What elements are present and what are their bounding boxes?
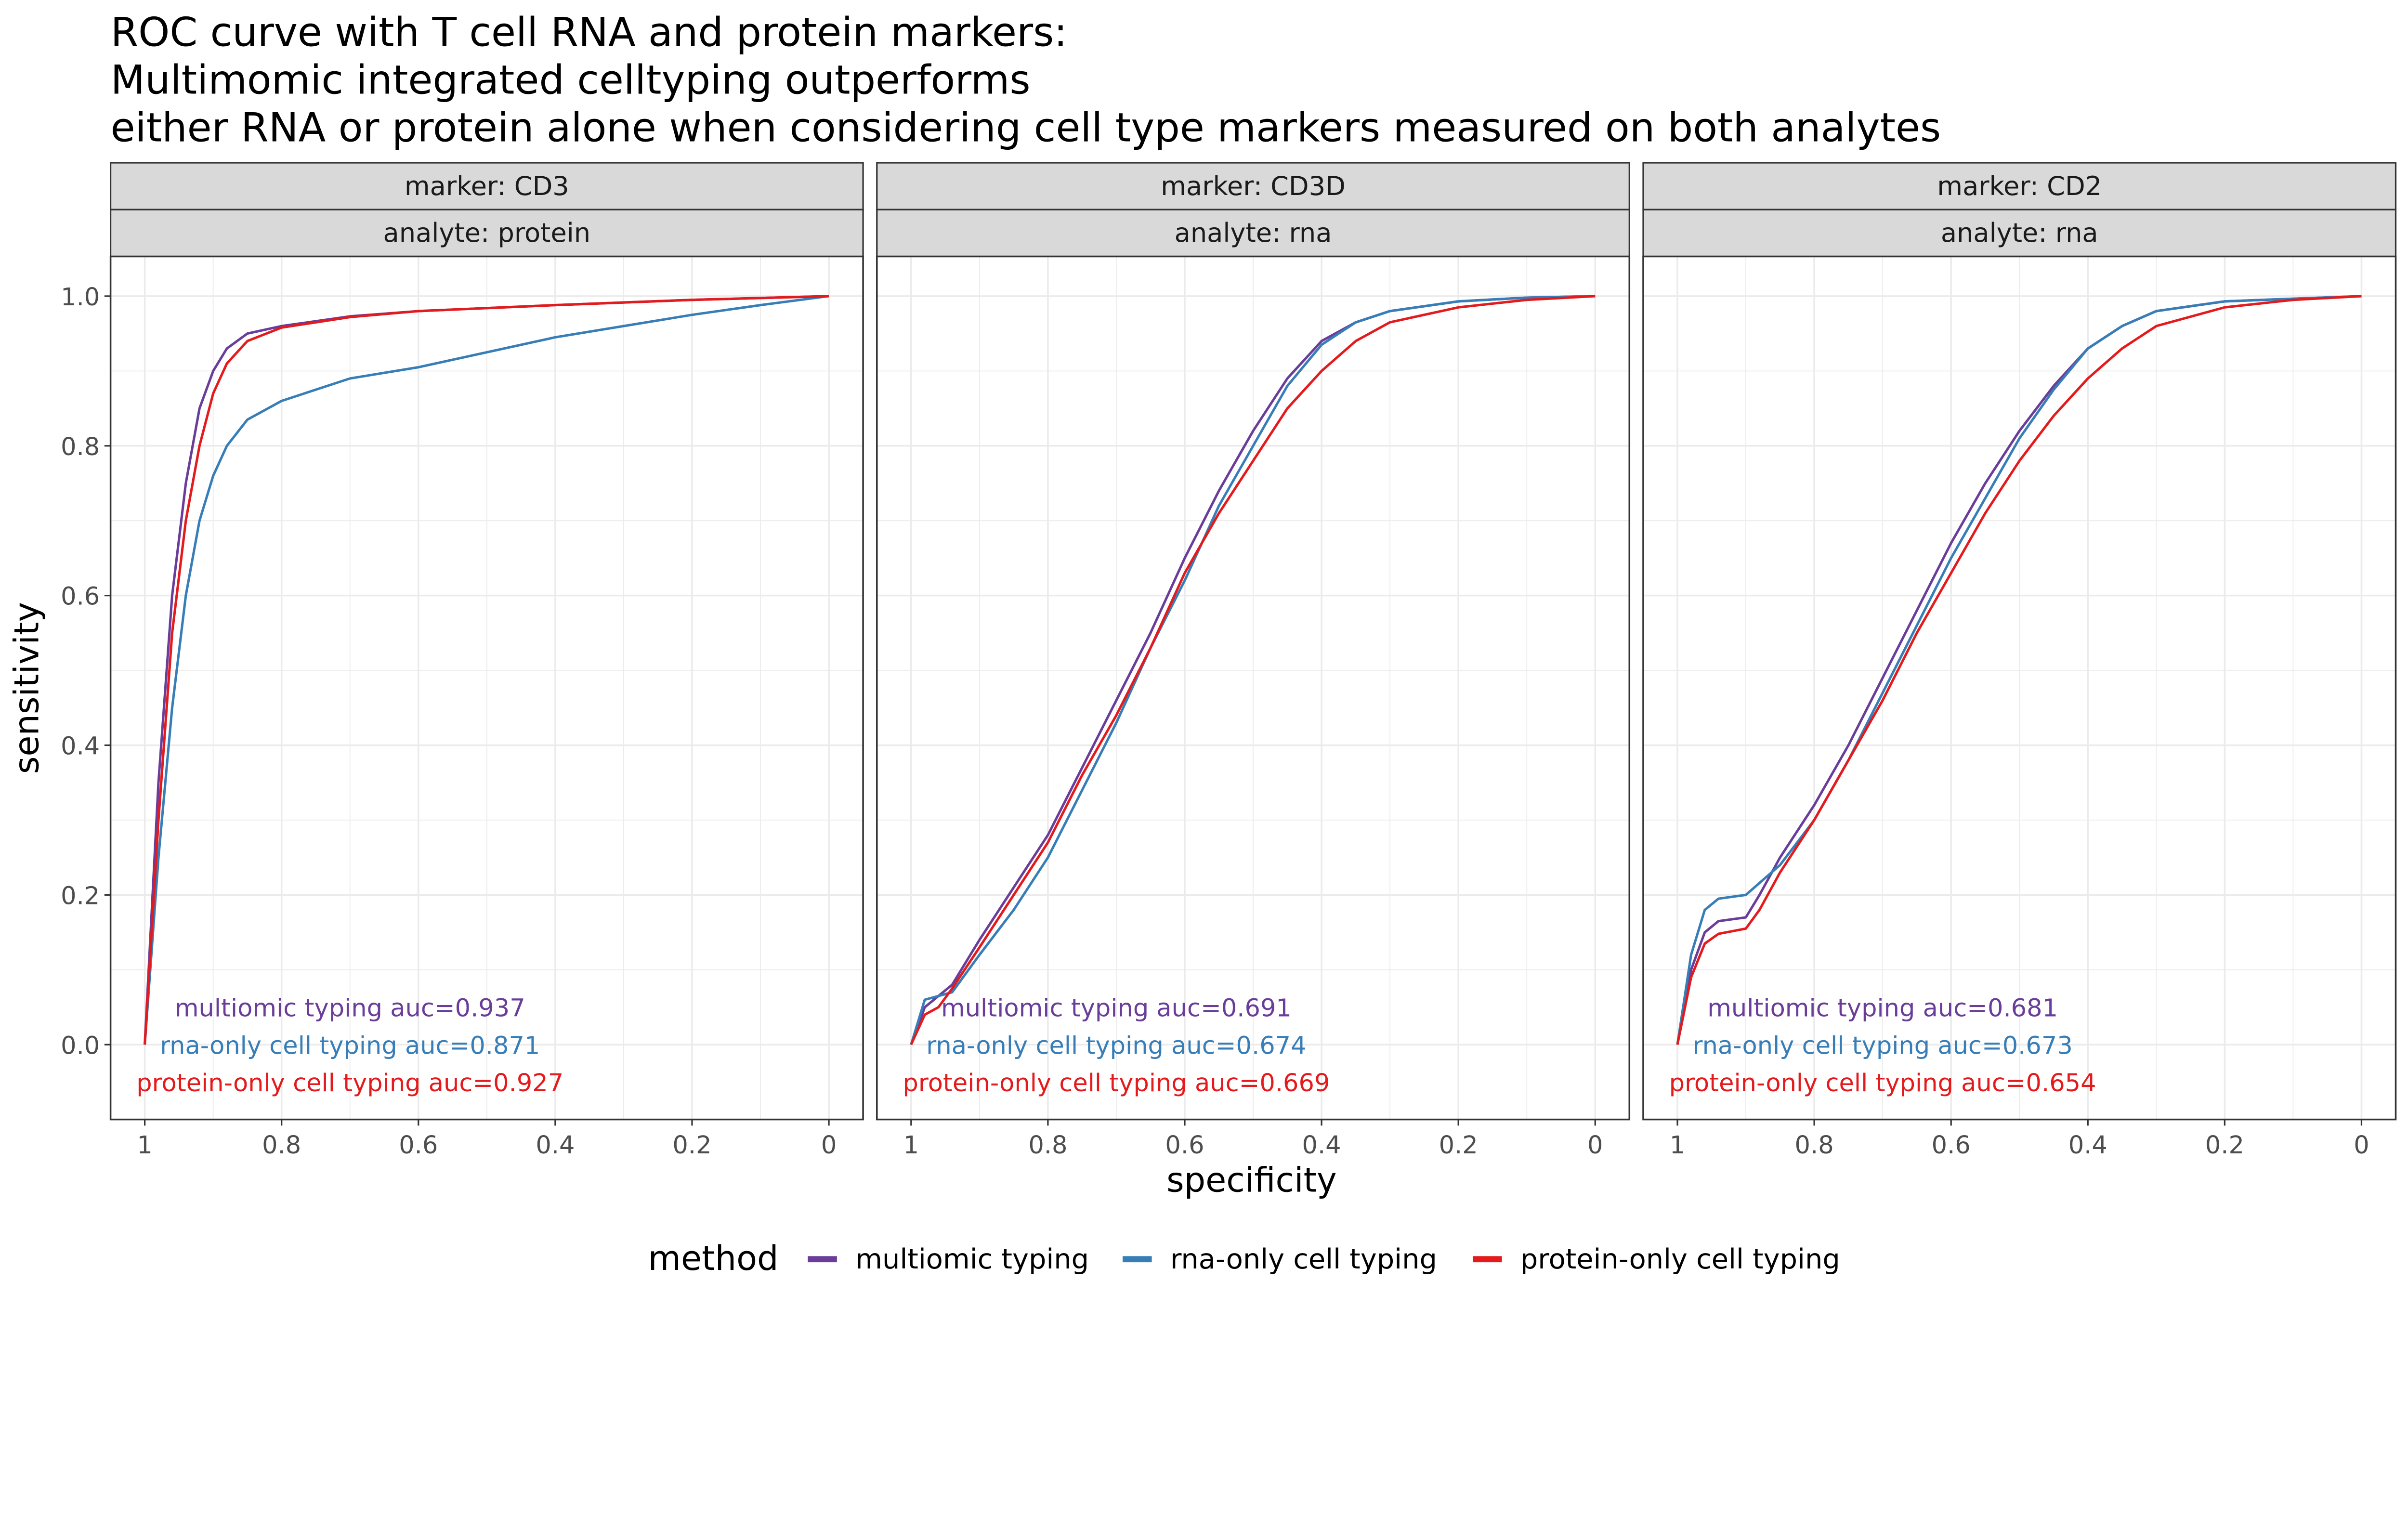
- auc-annotation: rna-only cell typing auc=0.871: [160, 1032, 540, 1060]
- x-tick-label: 0.4: [2068, 1131, 2107, 1160]
- strip-label: marker: CD3D: [1161, 171, 1346, 201]
- legend-title: method: [648, 1239, 779, 1278]
- strip-label: analyte: rna: [1175, 218, 1332, 248]
- auc-annotation: multiomic typing auc=0.691: [941, 994, 1292, 1023]
- legend: method multiomic typing rna-only cell typ…: [648, 1239, 1840, 1278]
- facet-panel: marker: CD3D analyte: rna multiomic typing…: [876, 162, 1631, 1160]
- x-tick-label: 0.8: [262, 1131, 301, 1160]
- title-line-1: ROC curve with T cell RNA and protein ma…: [111, 9, 1068, 56]
- x-tick-label: 0: [2354, 1131, 2369, 1160]
- roc-line-rna-only-cell-typing: [910, 295, 1596, 1045]
- facet-panel: marker: CD3 analyte: protein multiomic typ…: [61, 162, 864, 1160]
- auc-annotation: protein-only cell typing auc=0.654: [1669, 1069, 2096, 1098]
- x-tick-label: 0: [821, 1131, 837, 1160]
- chart-title: ROC curve with T cell RNA and protein ma…: [111, 9, 1941, 151]
- strip-label: marker: CD2: [1937, 171, 2102, 201]
- y-axis-title: sensitivity: [7, 602, 47, 774]
- facet-panel: marker: CD2 analyte: rna multiomic typing …: [1642, 162, 2397, 1160]
- strip-background: [1642, 162, 2397, 210]
- roc-line-rna-only-cell-typing: [144, 295, 829, 1045]
- x-tick-label: 0.2: [1439, 1131, 1478, 1160]
- roc-line-protein-only-cell-typing: [1676, 295, 2362, 1045]
- roc-chart: ROC curve with T cell RNA and protein ma…: [7, 9, 2397, 1278]
- strip-background: [876, 209, 1630, 258]
- x-tick-label: 0.8: [1028, 1131, 1067, 1160]
- legend-label: rna-only cell typing: [1170, 1243, 1437, 1275]
- x-tick-label: 1: [137, 1131, 152, 1160]
- x-tick-label: 1: [1670, 1131, 1685, 1160]
- panel-border: [109, 255, 864, 1121]
- y-tick-label: 0.6: [61, 583, 100, 611]
- strip-background: [876, 162, 1630, 210]
- x-tick-label: 1: [903, 1131, 919, 1160]
- auc-annotation: protein-only cell typing auc=0.669: [903, 1069, 1330, 1098]
- x-tick-label: 0.4: [1302, 1131, 1341, 1160]
- x-tick-label: 0: [1587, 1131, 1603, 1160]
- legend-label: protein-only cell typing: [1520, 1243, 1840, 1275]
- y-tick-label: 1.0: [61, 283, 100, 312]
- auc-annotation: protein-only cell typing auc=0.927: [136, 1069, 563, 1098]
- x-tick-label: 0.6: [1165, 1131, 1204, 1160]
- strip-label: marker: CD3: [405, 171, 569, 201]
- strip-background: [109, 162, 864, 210]
- x-tick-label: 0.2: [672, 1131, 711, 1160]
- strip-background: [109, 209, 864, 258]
- x-tick-label: 0.6: [1932, 1131, 1971, 1160]
- auc-annotation: rna-only cell typing auc=0.673: [1693, 1032, 2073, 1060]
- strip-label: analyte: rna: [1941, 218, 2098, 248]
- auc-annotation: rna-only cell typing auc=0.674: [926, 1032, 1306, 1060]
- legend-item: protein-only cell typing: [1473, 1243, 1840, 1275]
- legend-label: multiomic typing: [855, 1243, 1089, 1275]
- strip-label: analyte: protein: [383, 218, 591, 248]
- title-line-2: Multimomic integrated celltyping outperf…: [111, 57, 1031, 104]
- auc-annotation: multiomic typing auc=0.681: [1707, 994, 2058, 1023]
- x-tick-label: 0.6: [399, 1131, 438, 1160]
- legend-item: multiomic typing: [808, 1243, 1089, 1275]
- x-tick-label: 0.4: [536, 1131, 575, 1160]
- y-tick-label: 0.8: [61, 433, 100, 461]
- roc-line-protein-only-cell-typing: [144, 295, 829, 1045]
- y-tick-label: 0.0: [61, 1032, 100, 1060]
- x-axis-title: specificity: [1166, 1160, 1337, 1200]
- roc-line-protein-only-cell-typing: [910, 295, 1596, 1046]
- roc-line-rna-only-cell-typing: [1676, 295, 2362, 1045]
- auc-annotation: multiomic typing auc=0.937: [175, 994, 525, 1023]
- panel-border: [1642, 255, 2397, 1121]
- panel-border: [876, 255, 1631, 1121]
- x-tick-label: 0.2: [2205, 1131, 2244, 1160]
- y-tick-label: 0.2: [61, 882, 100, 910]
- facet-panels: marker: CD3 analyte: protein multiomic typ…: [61, 162, 2397, 1160]
- legend-item: rna-only cell typing: [1122, 1243, 1437, 1275]
- title-line-3: either RNA or protein alone when conside…: [111, 104, 1941, 151]
- y-tick-label: 0.4: [61, 732, 100, 761]
- x-tick-label: 0.8: [1795, 1131, 1834, 1160]
